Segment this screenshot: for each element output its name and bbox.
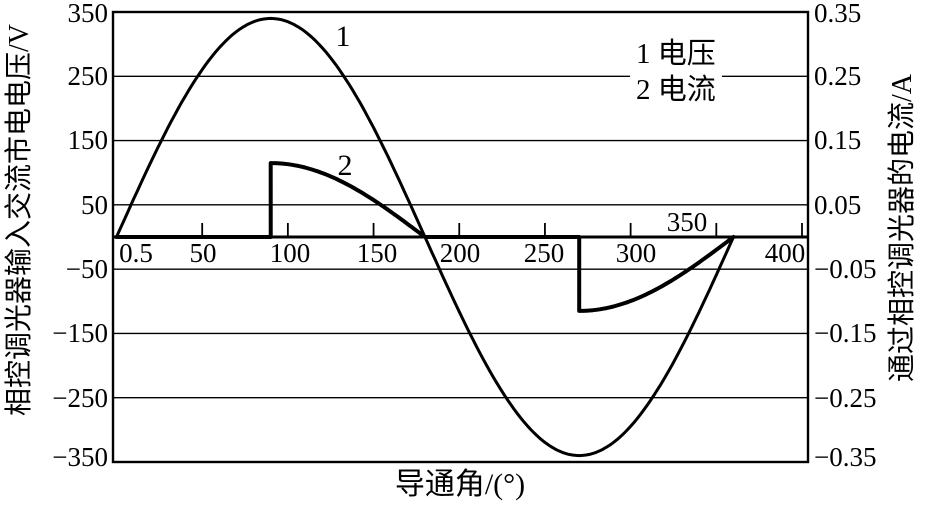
x-axis-tick-50: 50 [189,238,217,268]
left-axis-tick-m50: −50 [65,254,108,284]
x-axis-tick-150: 150 [356,238,398,268]
right-axis-tick-005: 0.05 [814,190,862,220]
left-y-axis-title: 相控调光器输入交流市电电压/V [4,24,35,417]
x-axis-tick-250: 250 [523,238,565,268]
x-axis-tick-100: 100 [269,238,311,268]
x-axis-tick-0-5: 0.5 [119,238,153,268]
legend-item-current: 2 电流 [630,72,722,108]
current-curve-label: 2 [337,149,353,182]
voltage-curve-label: 1 [335,20,351,53]
x-axis-tick-300: 300 [615,238,657,268]
right-axis-tick-035: 0.35 [814,0,862,28]
plot-border [111,10,810,464]
left-axis-tick-350: 350 [67,0,109,28]
legend: 1 电压 2 电流 [630,36,722,108]
right-axis-tick-025: 0.25 [814,61,862,91]
x-axis-tick-350: 350 [666,207,708,237]
left-axis-tick-250: 250 [67,61,109,91]
x-axis-title: 导通角/(°) [394,468,526,501]
left-axis-tick-m250: −250 [52,383,108,413]
x-axis-tick-400: 400 [764,238,806,268]
right-axis-tick-m015: −0.15 [814,318,877,348]
x-axis-tick-200: 200 [439,238,481,268]
left-axis-tick-m150: −150 [52,318,108,348]
left-axis-tick-50: 50 [81,190,108,220]
right-axis-tick-015: 0.15 [814,125,862,155]
voltage-curve [115,16,735,458]
left-axis-tick-150: 150 [67,125,109,155]
right-axis-tick-m005: −0.05 [814,254,877,284]
right-axis-tick-m025: −0.25 [814,383,877,413]
legend-item-voltage: 1 电压 [630,36,722,72]
right-axis-tick-m035: −0.35 [814,442,877,472]
right-y-axis-title: 通过相控调光器的电流/A [887,74,918,383]
left-axis-tick-m350: −350 [52,442,108,472]
